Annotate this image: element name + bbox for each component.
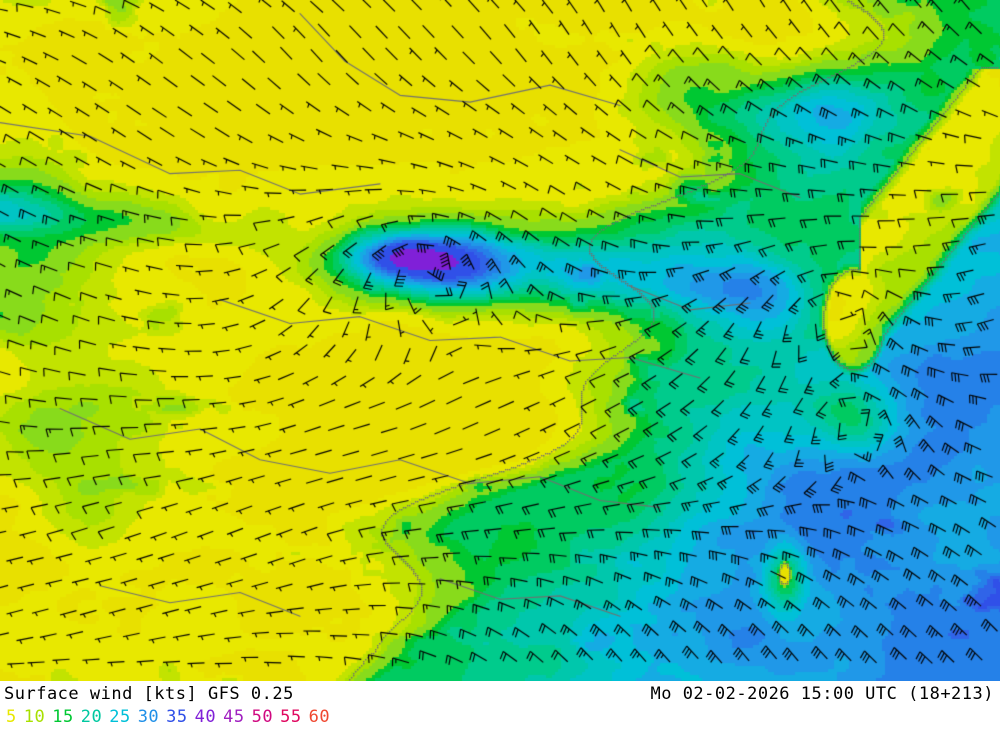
product-title: Surface wind [kts] GFS 0.25 xyxy=(4,684,294,704)
surface-wind-map[interactable] xyxy=(0,0,1000,681)
legend-tick-5: 5 xyxy=(6,707,17,727)
legend-tick-20: 20 xyxy=(80,707,103,727)
legend-tick-45: 45 xyxy=(223,707,245,727)
wind-speed-legend[interactable]: 5 10 15 20 25 30 35 40 45 50 55 60 xyxy=(6,705,337,729)
footer-legend-row: 5 10 15 20 25 30 35 40 45 50 55 60 xyxy=(0,705,1000,731)
legend-tick-40: 40 xyxy=(194,707,217,727)
legend-tick-15: 15 xyxy=(52,707,74,727)
model-run-timestamp: Mo 02-02-2026 15:00 UTC (18+213) xyxy=(650,684,994,704)
legend-tick-30: 30 xyxy=(137,707,160,727)
legend-tick-25: 25 xyxy=(109,707,131,727)
legend-tick-10: 10 xyxy=(23,707,46,727)
legend-tick-55: 55 xyxy=(280,707,302,727)
legend-tick-35: 35 xyxy=(166,707,188,727)
wind-field-canvas[interactable] xyxy=(0,0,1000,681)
map-footer: Surface wind [kts] GFS 0.25 Mo 02-02-202… xyxy=(0,681,1000,733)
legend-tick-60: 60 xyxy=(308,707,331,727)
footer-title-row: Surface wind [kts] GFS 0.25 Mo 02-02-202… xyxy=(0,683,1000,707)
legend-tick-50: 50 xyxy=(251,707,274,727)
